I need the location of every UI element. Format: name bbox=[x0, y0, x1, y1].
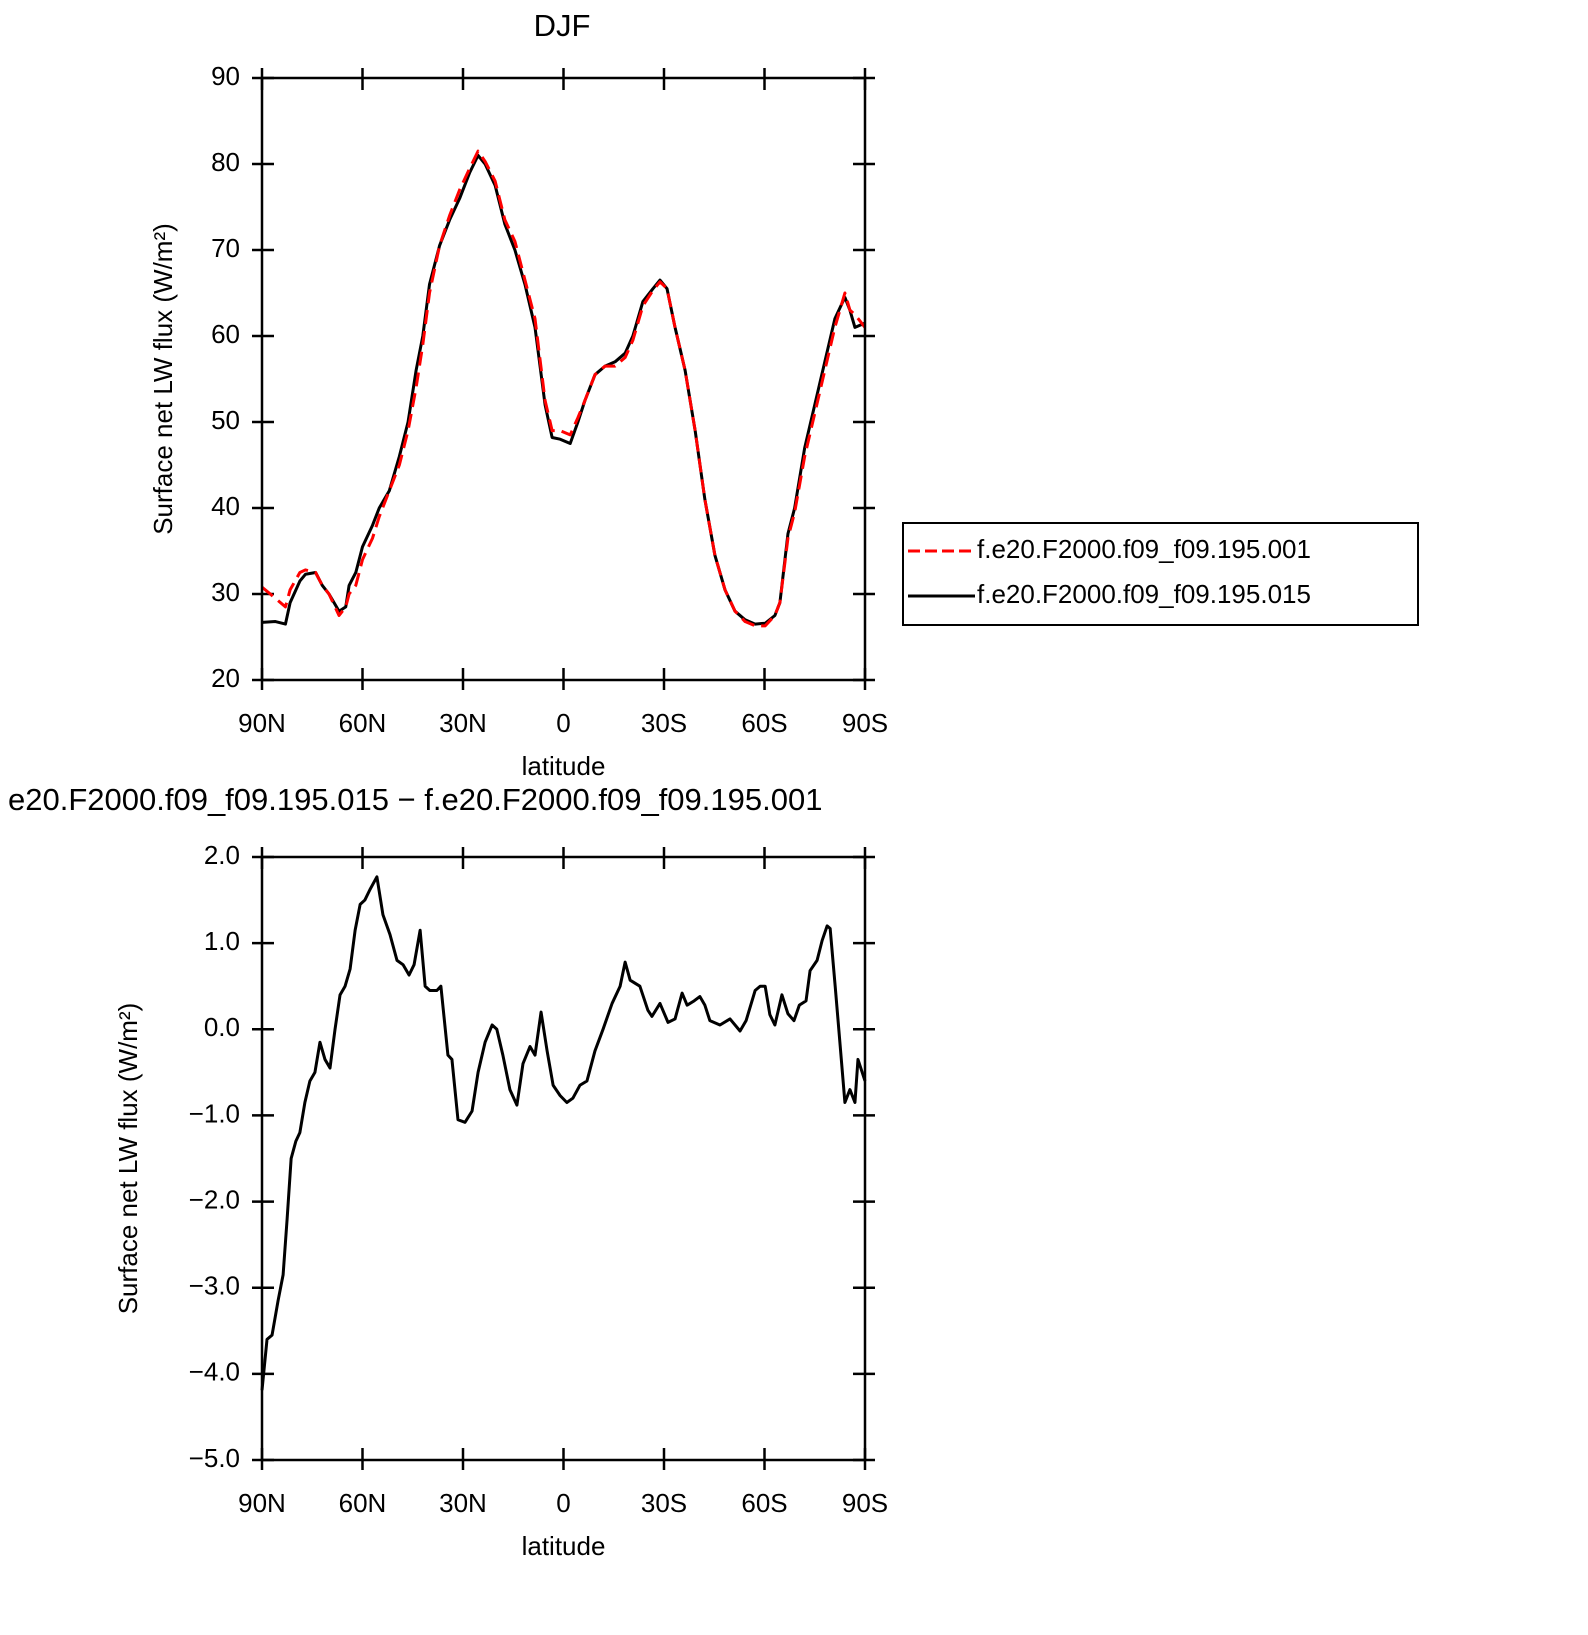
y-tick-label: 0.0 bbox=[204, 1012, 240, 1042]
y-tick-label: 60 bbox=[211, 319, 240, 349]
data-line bbox=[260, 875, 867, 1391]
y-axis-label: Surface net LW flux (W/m²) bbox=[148, 223, 178, 535]
y-tick-label: 70 bbox=[211, 233, 240, 263]
y-tick-label: −3.0 bbox=[189, 1271, 240, 1301]
y-tick-label: 90 bbox=[211, 61, 240, 91]
y-tick-label: −2.0 bbox=[189, 1184, 240, 1214]
y-tick-label: −4.0 bbox=[189, 1357, 240, 1387]
x-tick-label: 60S bbox=[741, 1488, 787, 1518]
x-tick-label: 90N bbox=[238, 1488, 286, 1518]
y-tick-label: 40 bbox=[211, 491, 240, 521]
x-tick-label: 90S bbox=[842, 708, 888, 738]
x-tick-label: 30S bbox=[641, 1488, 687, 1518]
x-tick-label: 0 bbox=[556, 1488, 570, 1518]
legend-label: f.e20.F2000.f09_f09.195.015 bbox=[977, 579, 1311, 609]
data-line bbox=[261, 149, 867, 628]
x-tick-label: 60N bbox=[339, 1488, 387, 1518]
chart-title: e20.F2000.f09_f09.195.015 − f.e20.F2000.… bbox=[8, 782, 822, 817]
legend-box bbox=[902, 522, 1419, 626]
y-tick-label: 1.0 bbox=[204, 926, 240, 956]
x-tick-label: 30N bbox=[439, 1488, 487, 1518]
data-line bbox=[261, 153, 866, 626]
y-tick-label: −1.0 bbox=[189, 1098, 240, 1128]
x-tick-label: 0 bbox=[556, 708, 570, 738]
y-axis-label: Surface net LW flux (W/m²) bbox=[113, 1003, 143, 1315]
y-tick-label: 20 bbox=[211, 663, 240, 693]
x-tick-label: 30S bbox=[641, 708, 687, 738]
chart-title: DJF bbox=[534, 8, 591, 43]
plot-frame bbox=[260, 855, 867, 1462]
y-tick-label: −5.0 bbox=[189, 1443, 240, 1473]
x-tick-label: 90S bbox=[842, 1488, 888, 1518]
x-axis-label: latitude bbox=[522, 1531, 606, 1561]
plot-frame bbox=[260, 76, 867, 682]
x-tick-label: 90N bbox=[238, 708, 286, 738]
y-tick-label: 2.0 bbox=[204, 840, 240, 870]
x-tick-label: 30N bbox=[439, 708, 487, 738]
x-tick-label: 60S bbox=[741, 708, 787, 738]
legend-label: f.e20.F2000.f09_f09.195.001 bbox=[977, 534, 1311, 564]
y-tick-label: 50 bbox=[211, 405, 240, 435]
y-tick-label: 80 bbox=[211, 147, 240, 177]
x-axis-label: latitude bbox=[522, 751, 606, 781]
x-tick-label: 60N bbox=[339, 708, 387, 738]
y-tick-label: 30 bbox=[211, 577, 240, 607]
